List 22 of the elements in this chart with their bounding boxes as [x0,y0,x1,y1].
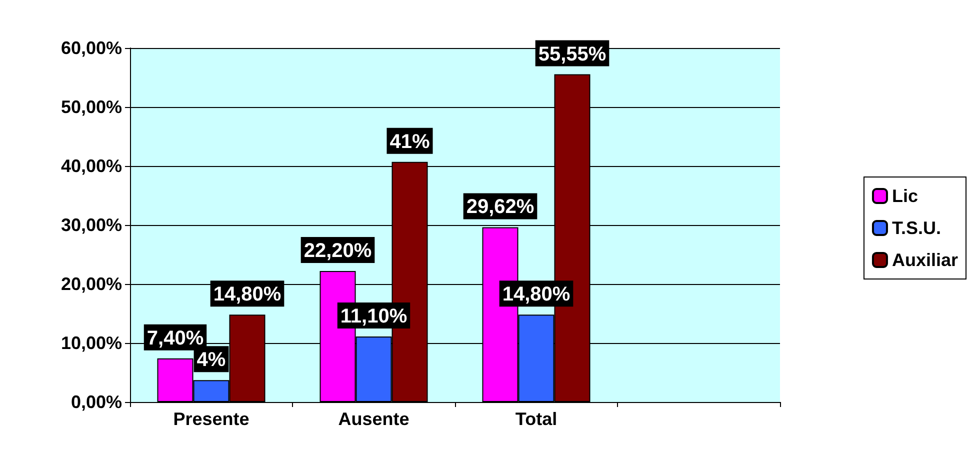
y-tick-label: 50,00% [60,97,122,117]
data-label: 14,80% [213,284,282,306]
data-label: 29,62% [466,196,534,218]
data-label: 22,20% [304,240,372,262]
legend-label: Lic [892,186,918,206]
y-tick-label: 40,00% [60,156,122,176]
data-label: 14,80% [502,284,570,306]
legend-label: Auxiliar [892,250,958,270]
y-tick-label: 0,00% [70,392,122,412]
data-label: 4% [196,349,226,372]
data-label: 7,40% [146,327,204,350]
x-tick-label: Ausente [338,409,410,429]
data-label: 11,10% [340,306,408,328]
data-label: 55,55% [538,43,606,66]
y-tick-label: 30,00% [60,215,122,235]
x-tick-label: Total [515,409,558,429]
y-tick-label: 60,00% [60,38,122,58]
data-label: 41% [390,130,430,153]
legend-label: T.S.U. [892,218,941,238]
x-tick-label: Presente [173,409,250,429]
y-tick-label: 20,00% [60,274,122,294]
y-tick-label: 10,00% [60,333,122,353]
